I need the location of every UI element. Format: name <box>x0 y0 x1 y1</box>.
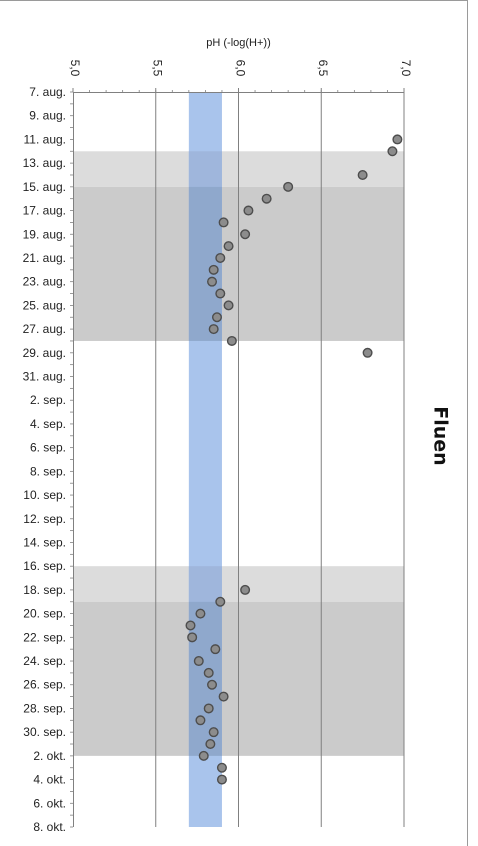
target-band <box>188 92 222 827</box>
date-tick-label: 2. sep. <box>30 393 66 407</box>
date-tick-label: 10. sep. <box>23 488 66 502</box>
value-tick-label: 5,0 <box>68 60 82 77</box>
data-point <box>187 632 198 643</box>
date-tick-label: 12. sep. <box>23 512 66 526</box>
date-tick-label: 7. aug. <box>29 85 66 99</box>
date-tick-label: 22. sep. <box>23 630 66 644</box>
data-point <box>207 679 218 690</box>
chart-title: Fluen <box>430 406 452 465</box>
data-point <box>357 169 368 180</box>
data-point <box>240 229 251 240</box>
data-point <box>193 656 204 667</box>
data-points <box>185 134 403 785</box>
data-point <box>240 584 251 595</box>
data-point <box>210 644 221 655</box>
data-point <box>223 300 234 311</box>
data-point <box>218 217 229 228</box>
chart-frame <box>0 0 468 846</box>
data-point <box>198 750 209 761</box>
date-tick-label: 11. aug. <box>24 132 66 146</box>
data-point <box>218 691 229 702</box>
date-tick-label: 2. okt. <box>33 749 66 763</box>
value-tick-label: 6,0 <box>233 60 247 77</box>
data-point <box>387 146 398 157</box>
target-band-overlap-1 <box>188 151 222 187</box>
date-tick-label: 24. sep. <box>23 654 66 668</box>
date-tick-label: 20. sep. <box>23 607 66 621</box>
date-tick-label: 13. aug. <box>23 156 66 170</box>
date-tick-label: 8. sep. <box>30 464 66 478</box>
data-point <box>208 727 219 738</box>
date-tick-label: 28. sep. <box>23 701 66 715</box>
data-point <box>203 667 214 678</box>
date-tick-label: 31. aug. <box>23 370 66 384</box>
data-point <box>362 347 373 358</box>
data-point <box>195 608 206 619</box>
data-point <box>283 181 294 192</box>
data-point <box>205 739 216 750</box>
data-point <box>226 335 237 346</box>
data-point <box>203 703 214 714</box>
date-tick-label: 8. okt. <box>33 820 66 834</box>
data-point <box>216 762 227 773</box>
date-tick-label: 18. sep. <box>23 583 66 597</box>
data-point <box>215 288 226 299</box>
date-tick-label: 26. sep. <box>23 678 66 692</box>
date-tick-label: 27. aug. <box>23 322 66 336</box>
data-point <box>216 774 227 785</box>
date-tick-label: 4. okt. <box>33 773 66 787</box>
date-tick-label: 9. aug. <box>29 109 66 123</box>
date-tick-label: 4. sep. <box>30 417 66 431</box>
date-tick-label: 23. aug. <box>23 275 66 289</box>
date-tick-label: 17. aug. <box>23 204 66 218</box>
data-point <box>185 620 196 631</box>
data-point <box>208 264 219 275</box>
data-point <box>261 193 272 204</box>
data-point <box>208 324 219 335</box>
date-tick-label: 15. aug. <box>23 180 66 194</box>
value-tick-label: 5,5 <box>151 60 165 77</box>
value-tick-label: 6,5 <box>316 60 330 77</box>
date-tick-label: 21. aug. <box>23 251 66 265</box>
data-point <box>215 596 226 607</box>
gridlines <box>155 92 405 827</box>
target-band-overlap-3 <box>188 566 222 602</box>
axes: 5,0 5,5 6,0 6,5 7,0 7. aug. 9. aug. 11. aug. 13.… <box>23 60 413 834</box>
axis-title: pH (-log(H+)) <box>206 37 270 49</box>
data-point <box>195 715 206 726</box>
date-tick-label: 30. sep. <box>23 725 66 739</box>
date-tick-label: 14. sep. <box>23 535 66 549</box>
data-point <box>211 312 222 323</box>
data-point <box>207 276 218 287</box>
date-tick-label: 25. aug. <box>23 298 66 312</box>
data-point <box>215 252 226 263</box>
date-tick-label: 19. aug. <box>23 227 66 241</box>
labels: pH (-log(H+)) Fluen <box>206 37 451 466</box>
data-point <box>223 241 234 252</box>
date-tick-label: 29. aug. <box>23 346 66 360</box>
data-point <box>243 205 254 216</box>
value-tick-label: 7,0 <box>399 60 413 77</box>
date-tick-label: 6. sep. <box>30 441 66 455</box>
data-point <box>392 134 403 145</box>
date-tick-label: 16. sep. <box>23 559 66 573</box>
date-tick-label: 6. okt. <box>33 796 66 810</box>
